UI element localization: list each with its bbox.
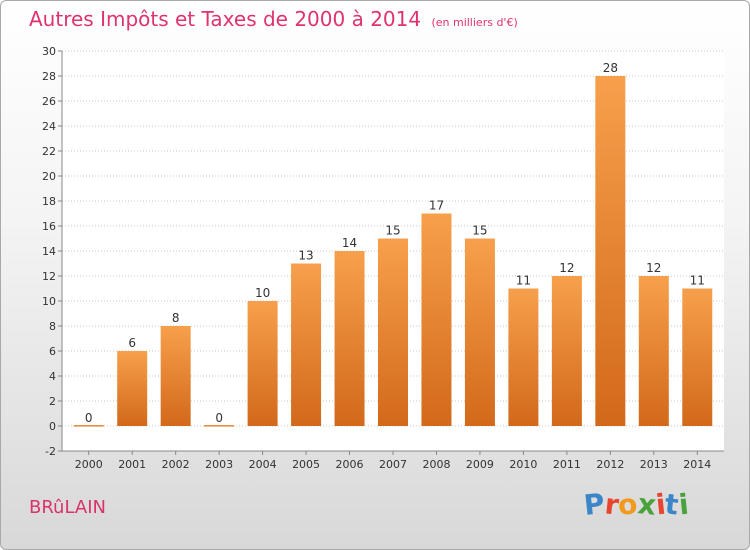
commune-name: BRûLAIN (29, 497, 106, 518)
bar-2002 (160, 326, 191, 426)
x-tick-label: 2000 (75, 458, 103, 471)
chart-unit: (en milliers d'€) (431, 16, 518, 29)
data-label-2007: 15 (385, 224, 400, 238)
data-label-2002: 8 (172, 311, 180, 325)
data-label-2006: 14 (342, 236, 357, 250)
x-tick-label: 2006 (336, 458, 364, 471)
y-tick-label: 26 (42, 95, 56, 108)
x-tick-label: 2001 (118, 458, 146, 471)
y-tick-label: 20 (42, 170, 56, 183)
bar-2004 (247, 301, 278, 426)
brand-letter: i (676, 487, 690, 522)
x-tick-label: 2009 (466, 458, 494, 471)
bar-2011 (551, 276, 582, 426)
y-tick-label: 4 (49, 370, 56, 383)
data-label-2009: 15 (472, 224, 487, 238)
x-tick-label: 2008 (422, 458, 450, 471)
data-label-2014: 11 (690, 274, 705, 288)
x-tick-label: 2007 (379, 458, 407, 471)
x-tick-label: 2011 (553, 458, 581, 471)
bar-2008 (421, 213, 452, 426)
bar-2006 (334, 251, 365, 426)
bar-2010 (508, 288, 539, 426)
bar-2001 (117, 351, 148, 426)
x-tick-label: 2010 (509, 458, 537, 471)
y-tick-label: 14 (42, 245, 56, 258)
y-tick-label: 18 (42, 195, 56, 208)
y-tick-label: 2 (49, 395, 56, 408)
bar-2012 (595, 76, 626, 426)
y-tick-label: 28 (42, 70, 56, 83)
y-tick-label: 6 (49, 345, 56, 358)
data-label-2005: 13 (298, 249, 313, 263)
y-tick-label: 30 (42, 45, 56, 58)
x-tick-label: 2005 (292, 458, 320, 471)
bar-2007 (378, 238, 408, 426)
y-tick-label: -2 (45, 445, 56, 458)
y-tick-label: 24 (42, 120, 56, 133)
brand-logo: Proxiti (582, 487, 690, 522)
y-tick-label: 12 (42, 270, 56, 283)
data-label-2013: 12 (646, 261, 661, 275)
bar-2013 (638, 276, 669, 426)
x-tick-label: 2003 (205, 458, 233, 471)
x-tick-label: 2004 (249, 458, 277, 471)
y-tick-label: 0 (49, 420, 56, 433)
data-label-2008: 17 (429, 199, 444, 213)
data-label-2010: 11 (516, 274, 531, 288)
y-tick-label: 8 (49, 320, 56, 333)
x-tick-label: 2013 (640, 458, 668, 471)
x-tick-label: 2014 (683, 458, 711, 471)
data-label-2000: 0 (85, 411, 93, 425)
data-label-2011: 12 (559, 261, 574, 275)
y-tick-label: 16 (42, 220, 56, 233)
bar-2009 (464, 238, 495, 426)
data-label-2003: 0 (215, 411, 223, 425)
data-label-2001: 6 (128, 336, 136, 350)
data-label-2004: 10 (255, 286, 270, 300)
bar-2014 (682, 288, 713, 426)
y-tick-label: 10 (42, 295, 56, 308)
bar-2005 (291, 263, 322, 426)
bars: 0 6 8 0 10 13 14 15 17 15 11 12 28 12 11 (73, 61, 713, 427)
x-tick-label: 2012 (596, 458, 624, 471)
chart-title-text: Autres Impôts et Taxes de 2000 à 2014 (29, 7, 422, 31)
x-tick-label: 2002 (162, 458, 190, 471)
y-tick-label: 22 (42, 145, 56, 158)
data-label-2012: 28 (603, 61, 618, 75)
bar-2000 (73, 425, 104, 427)
bar-2003 (204, 425, 235, 427)
chart-title: Autres Impôts et Taxes de 2000 à 2014 (e… (29, 7, 518, 31)
